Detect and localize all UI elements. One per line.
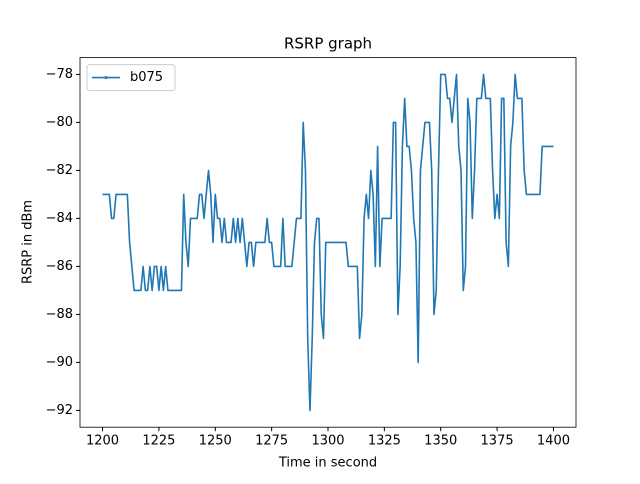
plot-frame	[79, 57, 577, 428]
x-tick-label: 1325	[368, 434, 401, 449]
y-tick-label: −80	[46, 115, 73, 130]
x-tick-label: 1400	[537, 434, 570, 449]
legend-label: b075	[130, 70, 163, 85]
y-tick-label: −92	[46, 403, 73, 418]
y-tick-label: −78	[46, 67, 73, 82]
chart-title: RSRP graph	[284, 35, 372, 53]
x-axis-label: Time in second	[278, 456, 377, 471]
y-tick-label: −88	[46, 307, 73, 322]
legend-box	[86, 64, 176, 92]
x-tick-label: 1300	[311, 434, 344, 449]
x-tick-label: 1375	[481, 434, 514, 449]
x-tick-label: 1350	[424, 434, 457, 449]
x-tick-label: 1275	[255, 434, 288, 449]
y-tick-label: −84	[46, 211, 73, 226]
y-axis-label: RSRP in dBm	[21, 200, 36, 284]
x-tick-label: 1200	[86, 434, 119, 449]
y-tick-label: −82	[46, 163, 73, 178]
legend-marker	[104, 76, 108, 80]
x-tick-label: 1225	[142, 434, 175, 449]
y-tick-label: −86	[46, 259, 73, 274]
x-tick-label: 1250	[199, 434, 232, 449]
y-tick-label: −90	[46, 355, 73, 370]
data-line	[102, 73, 554, 412]
